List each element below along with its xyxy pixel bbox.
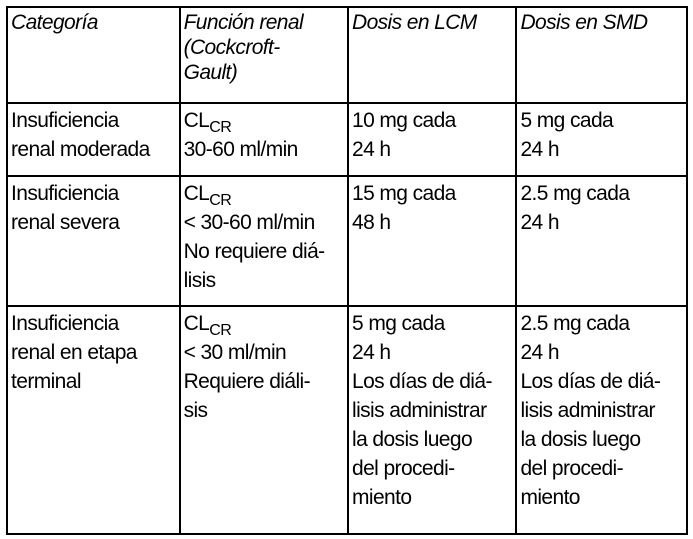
- header-dosis-lcm: Dosis en LCM: [347, 6, 518, 104]
- header-row: Categoría Función renal (Cockcroft- Gaul…: [6, 6, 688, 104]
- cell-text: No requiere diá-: [183, 240, 326, 263]
- cell-text: 48 h: [352, 211, 391, 234]
- cell-text: renal moderada: [11, 138, 150, 161]
- cell-text: 10 mg cada: [352, 109, 456, 132]
- cell-text: Los días de diá-: [520, 370, 661, 393]
- cell-text: 24 h: [520, 211, 559, 234]
- cell-text: lisis: [183, 269, 217, 292]
- cell-text: Los días de diá-: [352, 370, 492, 393]
- header-text: Gault): [183, 61, 238, 84]
- cell-text: sis: [183, 399, 208, 422]
- cell-text: Requiere diáli-: [183, 370, 311, 393]
- clcr-base: CL: [183, 109, 210, 132]
- cell-text: renal severa: [11, 211, 120, 234]
- header-funcion-renal: Función renal (Cockcroft- Gault): [178, 6, 350, 104]
- header-text: Categoría: [11, 11, 98, 34]
- cell-text: 5 mg cada: [352, 312, 445, 335]
- clcr-subscript: CR: [209, 119, 232, 136]
- cell-dosis-lcm: 10 mg cada 24 h: [347, 102, 518, 177]
- cell-dosis-smd: 5 mg cada 24 h: [515, 102, 688, 177]
- cell-dosis-smd: 2.5 mg cada 24 h Los días de diá-lisis adm…: [515, 305, 688, 535]
- cell-text: 24 h: [352, 138, 391, 161]
- clcr-subscript: CR: [209, 192, 232, 209]
- cell-dosis-lcm: 5 mg cada 24 h Los días de diá-lisis admin…: [347, 305, 518, 535]
- header-categoria: Categoría: [6, 6, 181, 104]
- header-text: Función renal: [183, 11, 304, 34]
- cell-text: 30-60 ml/min: [183, 138, 299, 161]
- cell-text: 5 mg cada: [520, 109, 614, 132]
- cell-text: miento: [520, 486, 580, 509]
- cell-text: 15 mg cada: [352, 182, 456, 205]
- clcr-label: CLCR: [183, 106, 344, 136]
- cell-text: la dosis luego: [520, 428, 641, 451]
- clcr-subscript: CR: [209, 322, 232, 339]
- cell-categoria: Insuficiencia renal en etapa terminal: [6, 305, 181, 535]
- cell-text: miento: [352, 486, 412, 509]
- cell-text: 2.5 mg cada: [520, 312, 630, 335]
- header-text: Dosis en SMD: [520, 11, 648, 34]
- clcr-label: CLCR: [183, 309, 344, 339]
- cell-text: del procedi-: [352, 457, 455, 480]
- cell-text: del procedi-: [520, 457, 623, 480]
- cell-text: terminal: [11, 370, 81, 393]
- cell-funcion-renal: CLCR 30-60 ml/min: [178, 102, 350, 177]
- cell-text: lisis administrar: [520, 399, 655, 422]
- header-dosis-smd: Dosis en SMD: [515, 6, 688, 104]
- cell-text: Insuficiencia: [11, 182, 119, 205]
- cell-dosis-smd: 2.5 mg cada 24 h: [515, 175, 688, 307]
- cell-text: Insuficiencia: [11, 109, 119, 132]
- cell-dosis-lcm: 15 mg cada 48 h: [347, 175, 518, 307]
- cell-text: Insuficiencia: [11, 312, 119, 335]
- table-row: Insuficiencia renal severa CLCR < 30-60 ml/…: [6, 175, 688, 307]
- cell-funcion-renal: CLCR < 30-60 ml/min No requiere diá-lisis: [178, 175, 350, 307]
- cell-categoria: Insuficiencia renal severa: [6, 175, 181, 307]
- cell-text: 2.5 mg cada: [520, 182, 630, 205]
- cell-text: renal en etapa: [11, 341, 137, 364]
- cell-text: 24 h: [520, 341, 559, 364]
- cell-text: < 30 ml/min: [183, 341, 287, 364]
- header-text: Dosis en LCM: [352, 11, 477, 34]
- clcr-base: CL: [183, 182, 210, 205]
- cell-text: < 30-60 ml/min: [183, 211, 316, 234]
- table-row: Insuficiencia renal en etapa terminal CLCR <…: [6, 305, 688, 535]
- cell-text: la dosis luego: [352, 428, 473, 451]
- cell-text: 24 h: [352, 341, 391, 364]
- cell-categoria: Insuficiencia renal moderada: [6, 102, 181, 177]
- header-text: (Cockcroft-: [183, 36, 281, 59]
- cell-text: 24 h: [520, 138, 559, 161]
- cell-text: lisis administrar: [352, 399, 487, 422]
- clcr-label: CLCR: [183, 179, 344, 209]
- clcr-base: CL: [183, 312, 210, 335]
- cell-funcion-renal: CLCR < 30 ml/min Requiere diáli-sis: [178, 305, 350, 535]
- table-row: Insuficiencia renal moderada CLCR 30-60 ml/…: [6, 102, 688, 177]
- renal-dosing-table: Categoría Función renal (Cockcroft- Gaul…: [6, 6, 688, 535]
